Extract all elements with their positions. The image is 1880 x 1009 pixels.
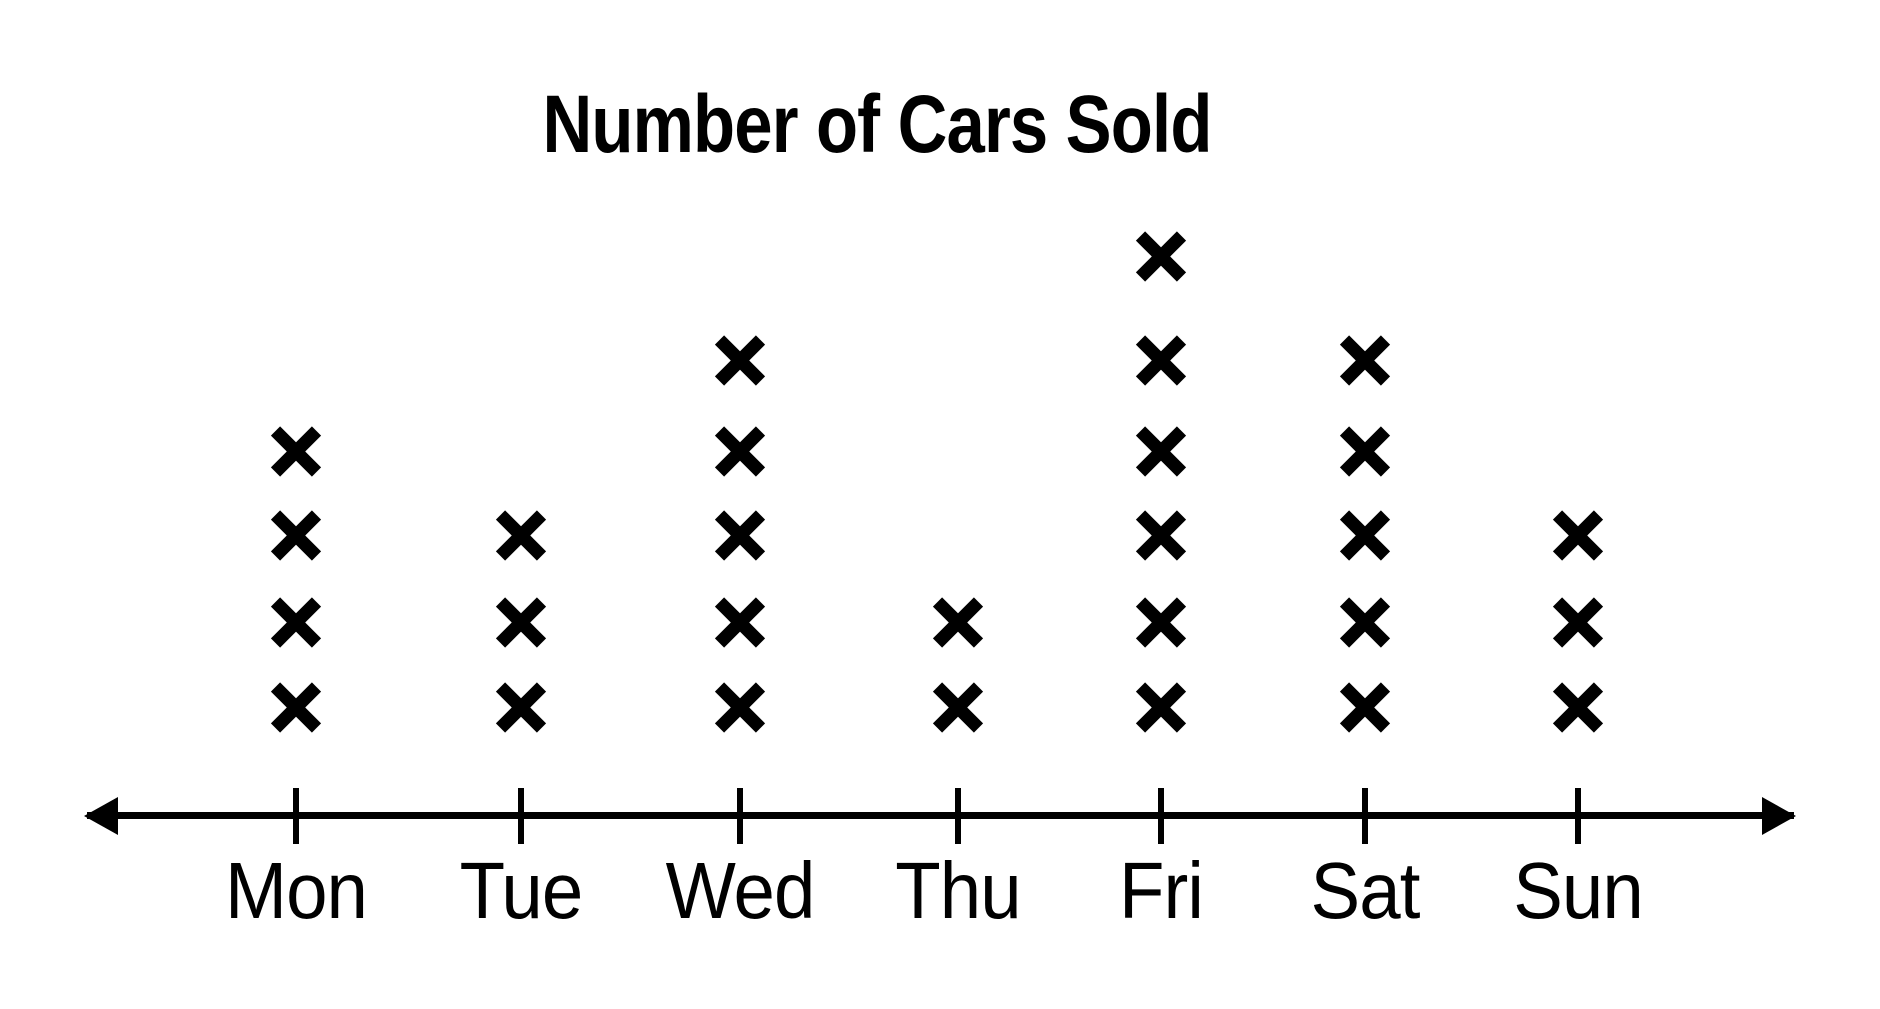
x-mark-wed-1 [715,682,765,732]
x-mark-sun-2 [1553,597,1603,647]
x-mark-sun-1 [1553,682,1603,732]
x-mark-mon-3 [271,510,321,560]
axis-label-sun: Sun [1513,846,1644,935]
x-mark-fri-5 [1136,335,1186,385]
x-mark-wed-4 [715,426,765,476]
x-mark-tue-3 [496,510,546,560]
x-mark-fri-4 [1136,426,1186,476]
x-mark-thu-1 [933,682,983,732]
axis-tick-thu [955,788,961,844]
axis-left-arrow-icon [84,797,118,835]
x-axis-line [87,812,1794,819]
axis-right-arrow-icon [1762,797,1796,835]
x-mark-sat-3 [1340,510,1390,560]
x-mark-fri-3 [1136,510,1186,560]
axis-tick-sun [1575,788,1581,844]
x-mark-wed-3 [715,510,765,560]
axis-label-thu: Thu [895,846,1021,935]
x-mark-sat-4 [1340,426,1390,476]
x-mark-sat-5 [1340,335,1390,385]
x-mark-fri-2 [1136,597,1186,647]
axis-tick-wed [737,788,743,844]
x-mark-fri-6 [1136,231,1186,281]
axis-label-wed: Wed [665,846,816,935]
x-mark-fri-1 [1136,682,1186,732]
x-mark-tue-2 [496,597,546,647]
axis-label-fri: Fri [1119,846,1204,935]
axis-tick-sat [1362,788,1368,844]
axis-tick-fri [1158,788,1164,844]
x-mark-sat-2 [1340,597,1390,647]
axis-label-tue: Tue [459,846,584,935]
axis-label-sat: Sat [1310,846,1421,935]
axis-tick-tue [518,788,524,844]
chart-title: Number of Cars Sold [542,79,1212,170]
x-mark-thu-2 [933,597,983,647]
x-mark-wed-2 [715,597,765,647]
x-mark-mon-1 [271,682,321,732]
axis-tick-mon [293,788,299,844]
x-mark-mon-2 [271,597,321,647]
x-mark-sun-3 [1553,510,1603,560]
x-mark-sat-1 [1340,682,1390,732]
x-mark-tue-1 [496,682,546,732]
x-mark-wed-5 [715,335,765,385]
axis-label-mon: Mon [225,846,368,935]
x-mark-mon-4 [271,426,321,476]
